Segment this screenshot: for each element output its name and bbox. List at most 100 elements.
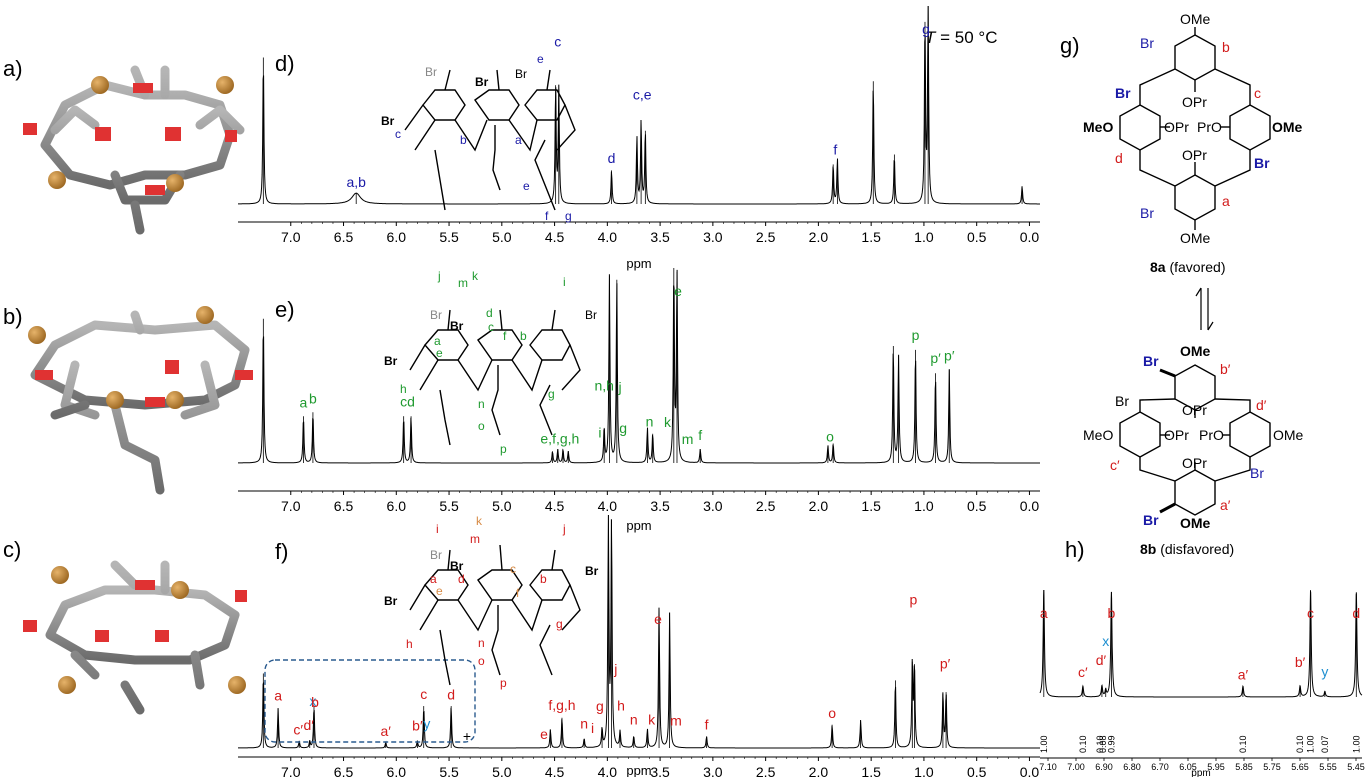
svg-text:e: e	[436, 584, 443, 598]
tick-label-d: 3.5	[650, 229, 670, 245]
peak-label-e: c	[400, 393, 407, 409]
peak-label-e: p′	[930, 350, 941, 366]
tick-label-f: 4.0	[598, 764, 618, 777]
svg-text:o: o	[478, 654, 485, 668]
spectrum-d: 7.0 6.5 6.0 5.5 5.0 4.5 4.0 3.5 3.0 2.5 2.0 1.5 1.0 0…	[238, 5, 1040, 271]
svg-text:Br: Br	[1140, 35, 1154, 51]
svg-text:d: d	[486, 306, 493, 320]
svg-text:f: f	[545, 209, 549, 223]
svg-text:f: f	[503, 329, 507, 343]
peak-label-f: n	[580, 716, 588, 732]
svg-text:MeO: MeO	[1083, 427, 1113, 443]
peak-label-h: y	[1321, 664, 1328, 680]
tick-label-h: 5.85	[1235, 762, 1253, 772]
peak-label-d: g	[922, 21, 930, 37]
peak-label-f: c	[420, 686, 427, 702]
svg-text:OPr: OPr	[1182, 147, 1207, 163]
tick-label-h: 6.70	[1151, 762, 1169, 772]
svg-text:Br: Br	[384, 594, 398, 608]
peak-label-f: j	[613, 661, 617, 677]
tick-label-d: 4.5	[545, 229, 565, 245]
peak-label-f: +	[463, 728, 471, 744]
tick-label-f: 5.0	[492, 764, 512, 777]
peak-label-e: n	[646, 413, 654, 429]
tick-label-h: 7.10	[1039, 762, 1057, 772]
spectrum-h: 7.10 7.00 6.90 6.80 6.70 6.05 5.95 5.85 5.75 5.65…	[1039, 589, 1365, 777]
peak-label-f: p′	[940, 655, 951, 671]
svg-text:i: i	[436, 522, 439, 536]
spectrum-trace-h	[1039, 589, 1363, 698]
tick-label-d: 1.5	[861, 229, 881, 245]
panel-label-f: f)	[275, 539, 288, 564]
svg-text:m: m	[458, 276, 468, 290]
svg-text:Br: Br	[430, 308, 442, 322]
tick-label-d: 5.0	[492, 229, 512, 245]
tick-label-d: 2.0	[809, 229, 829, 245]
structure-8a: OMe OPr OPr PrO MeO OMe OPr OMe Br Br Br…	[1083, 11, 1303, 246]
tick-label-h: 7.00	[1067, 762, 1085, 772]
structure-8b: OMe OPr OPr PrO MeO OMe OPr OMe Br Br Br…	[1083, 343, 1304, 531]
peak-label-d: d	[608, 150, 616, 166]
peak-label-f: i	[591, 720, 594, 736]
integral-value-h: 0.10	[1238, 735, 1248, 753]
tick-label-d: 3.0	[703, 229, 723, 245]
tick-label-f: 0.5	[967, 764, 987, 777]
integral-value-h: 0.10	[1095, 735, 1105, 753]
peak-label-f: g	[596, 698, 604, 714]
tick-label-f: 6.0	[387, 764, 407, 777]
svg-text:a: a	[430, 572, 437, 586]
peak-label-f: b′	[412, 717, 423, 733]
tick-label-h: 5.75	[1263, 762, 1281, 772]
integral-value-h: 0.07	[1320, 735, 1330, 753]
tick-label-e: 0.0	[1020, 498, 1040, 514]
svg-text:OMe: OMe	[1180, 343, 1211, 359]
svg-text:d: d	[1115, 150, 1123, 166]
tick-label-e: 6.0	[387, 498, 407, 514]
svg-text:g: g	[548, 387, 555, 401]
tick-label-d: 7.0	[281, 229, 301, 245]
svg-text:Br: Br	[1115, 393, 1129, 409]
svg-text:b: b	[540, 572, 547, 586]
svg-text:Br: Br	[425, 65, 437, 79]
panel-label-e: e)	[275, 297, 295, 322]
svg-text:b: b	[520, 329, 527, 343]
tick-label-d: 0.0	[1020, 229, 1040, 245]
integral-value-h: 1.00	[1039, 735, 1049, 753]
svg-text:p: p	[500, 676, 507, 690]
svg-text:g: g	[565, 209, 572, 223]
inset-structure-d: Br Br Br Br b a c e e f g	[381, 52, 576, 223]
peak-label-e: a	[300, 394, 308, 410]
svg-text:Br: Br	[1143, 353, 1159, 369]
inset-structure-f: Br Br Br Br i m a d h n o p b g j k c e …	[384, 514, 599, 690]
tick-label-e: 3.0	[703, 498, 723, 514]
svg-text:h: h	[400, 382, 407, 396]
tick-label-f: 0.0	[1020, 764, 1040, 777]
tick-label-h: 6.05	[1179, 762, 1197, 772]
tick-label-d: 1.0	[914, 229, 934, 245]
tick-label-e: 4.0	[598, 498, 618, 514]
tick-label-e: 3.5	[650, 498, 670, 514]
svg-text:Br: Br	[475, 75, 489, 89]
peak-label-f: x	[309, 693, 316, 709]
panel-label-h: h)	[1065, 537, 1085, 562]
peak-label-f: f,g,h	[548, 697, 575, 713]
svg-text:a: a	[1222, 193, 1230, 209]
spectrum-f: 7.0 6.5 6.0 5.5 5.0 4.5 4.0 3.5 3.0 2.5 2.0 1.5 1.0 0…	[238, 514, 1040, 777]
peak-label-f: h	[617, 697, 625, 713]
svg-text:b: b	[1222, 39, 1230, 55]
peak-label-e: i	[598, 425, 601, 441]
tick-label-d: 6.0	[387, 229, 407, 245]
svg-text:m: m	[470, 532, 480, 546]
svg-text:c: c	[395, 127, 401, 141]
svg-text:g: g	[556, 617, 563, 631]
svg-text:i: i	[563, 275, 566, 289]
peak-label-e: p	[912, 327, 920, 343]
svg-text:c′: c′	[1110, 457, 1120, 473]
temperature-label: T = 50 °C	[925, 28, 997, 47]
peak-label-e: k	[664, 414, 672, 430]
peak-label-h: x	[1102, 633, 1109, 649]
svg-text:Br: Br	[1143, 512, 1159, 528]
peak-label-f: e	[540, 726, 548, 742]
peak-label-d: a,b	[346, 174, 366, 190]
